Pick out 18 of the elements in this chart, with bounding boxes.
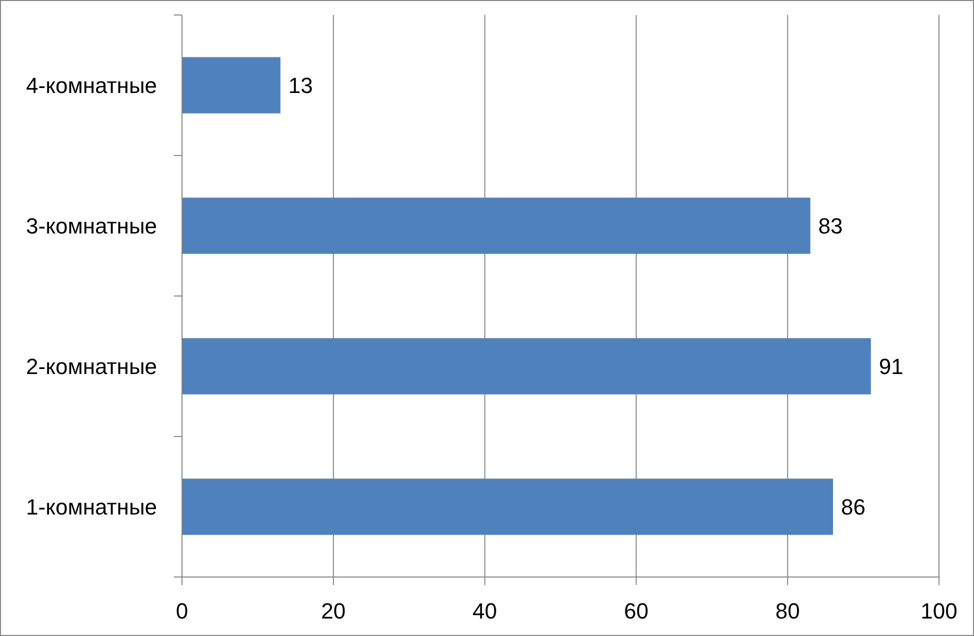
bar — [182, 198, 810, 254]
y-tick-label: 2-комнатные — [26, 354, 157, 379]
x-tick-label: 60 — [624, 598, 648, 624]
y-tick-label: 4-комнатные — [26, 72, 157, 98]
data-label: 83 — [818, 213, 843, 238]
x-tick-label: 0 — [176, 598, 188, 624]
bar — [182, 57, 280, 114]
y-tick-label: 3-комнатные — [26, 213, 157, 238]
x-tick-label: 40 — [472, 598, 498, 624]
x-tick-label: 20 — [321, 598, 346, 624]
data-label: 91 — [878, 354, 904, 379]
data-label: 13 — [288, 72, 313, 98]
x-tick-label: 80 — [775, 598, 800, 624]
bar — [182, 478, 834, 535]
data-label: 86 — [841, 494, 866, 520]
bar — [182, 338, 871, 394]
x-tick-label: 100 — [920, 598, 958, 624]
y-tick-label: 1-комнатные — [26, 494, 157, 520]
